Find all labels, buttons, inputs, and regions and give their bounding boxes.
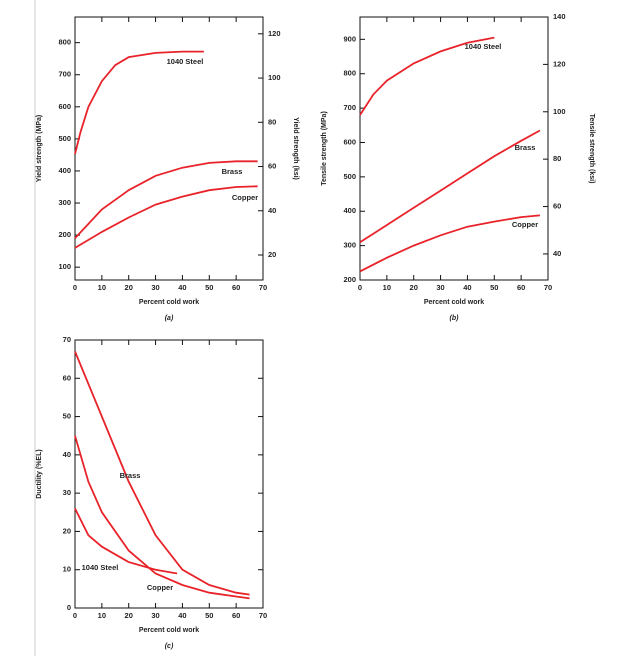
y-tick-label: 70 xyxy=(63,335,71,344)
y2-tick-label: 80 xyxy=(268,117,276,126)
x-tick-label: 0 xyxy=(73,611,77,620)
x-axis-title: Percent cold work xyxy=(424,299,484,306)
curve xyxy=(74,351,250,596)
y-tick-label: 100 xyxy=(58,262,71,271)
curve xyxy=(359,36,495,116)
x-tick-label: 60 xyxy=(517,283,525,292)
plot-frame xyxy=(74,339,264,609)
y-tick-label: 400 xyxy=(58,166,71,175)
y2-tick-label: 40 xyxy=(268,206,276,215)
x-tick-label: 10 xyxy=(98,611,106,620)
x-tick-label: 0 xyxy=(358,283,362,292)
y2-tick-label: 100 xyxy=(553,107,566,116)
y-tick-label: 0 xyxy=(67,603,71,612)
y-tick-label: 500 xyxy=(58,134,71,143)
y-tick-label: 400 xyxy=(343,206,356,215)
y2-tick-label: 60 xyxy=(268,162,276,171)
y-tick-label: 800 xyxy=(58,38,71,47)
x-tick-label: 40 xyxy=(463,283,471,292)
curve-label: Brass xyxy=(515,143,536,152)
y-tick-label: 10 xyxy=(63,565,71,574)
x-tick-label: 50 xyxy=(205,611,213,620)
x-tick-label: 40 xyxy=(178,611,186,620)
x-tick-label: 0 xyxy=(73,283,77,292)
curve-label: Copper xyxy=(232,193,258,202)
curve xyxy=(74,160,258,239)
y2-tick-label: 20 xyxy=(268,250,276,259)
caption: (c) xyxy=(165,643,174,650)
curve xyxy=(74,435,250,600)
x-tick-label: 10 xyxy=(98,283,106,292)
y-tick-label: 200 xyxy=(343,275,356,284)
curve-label: Copper xyxy=(147,583,173,592)
y-tick-label: 700 xyxy=(343,103,356,112)
plot-frame xyxy=(74,16,264,281)
y-tick-label: 300 xyxy=(58,198,71,207)
y-tick-label: 600 xyxy=(58,102,71,111)
x-tick-label: 20 xyxy=(410,283,418,292)
y-axis-title: Tensile strength (MPa) xyxy=(321,111,328,186)
curve xyxy=(74,50,204,155)
y-tick-label: 600 xyxy=(343,137,356,146)
x-tick-label: 20 xyxy=(125,283,133,292)
y2-axis-title: Yield strength (ksi) xyxy=(292,117,299,180)
x-tick-label: 50 xyxy=(205,283,213,292)
y-tick-label: 200 xyxy=(58,230,71,239)
curve-label: Copper xyxy=(512,220,538,229)
y2-tick-label: 140 xyxy=(553,12,566,21)
curve-label: Brass xyxy=(222,167,243,176)
x-tick-label: 70 xyxy=(259,283,267,292)
y2-tick-label: 80 xyxy=(553,154,561,163)
x-axis-title: Percent cold work xyxy=(139,627,199,634)
caption: (a) xyxy=(165,315,174,322)
curve xyxy=(359,214,540,273)
curve-label: 1040 Steel xyxy=(82,563,119,572)
y-tick-label: 30 xyxy=(63,488,71,497)
x-tick-label: 30 xyxy=(151,283,159,292)
curve-label: 1040 Steel xyxy=(465,42,502,51)
x-axis-title: Percent cold work xyxy=(139,299,199,306)
y-tick-label: 300 xyxy=(343,241,356,250)
curve xyxy=(359,129,541,243)
y2-tick-label: 120 xyxy=(268,29,281,38)
y2-tick-label: 40 xyxy=(553,249,561,258)
y-tick-label: 40 xyxy=(63,450,71,459)
curve-label: 1040 Steel xyxy=(167,57,204,66)
y2-tick-label: 100 xyxy=(268,73,281,82)
y2-tick-label: 120 xyxy=(553,59,566,68)
x-tick-label: 10 xyxy=(383,283,391,292)
x-tick-label: 60 xyxy=(232,283,240,292)
y-tick-label: 50 xyxy=(63,412,71,421)
y-tick-label: 900 xyxy=(343,34,356,43)
x-tick-label: 20 xyxy=(125,611,133,620)
y-tick-label: 60 xyxy=(63,373,71,382)
x-tick-label: 30 xyxy=(436,283,444,292)
x-tick-label: 50 xyxy=(490,283,498,292)
curve-label: Brass xyxy=(120,471,141,480)
y-tick-label: 700 xyxy=(58,70,71,79)
y2-axis-title: Tensile strength (ksi) xyxy=(588,114,595,184)
x-tick-label: 70 xyxy=(544,283,552,292)
x-tick-label: 40 xyxy=(178,283,186,292)
y2-tick-label: 60 xyxy=(553,202,561,211)
x-tick-label: 70 xyxy=(259,611,267,620)
y-tick-label: 500 xyxy=(343,172,356,181)
x-tick-label: 30 xyxy=(151,611,159,620)
curve xyxy=(74,508,178,575)
plot-frame xyxy=(359,16,549,281)
y-axis-title: Yield strength (MPa) xyxy=(36,115,43,182)
x-tick-label: 60 xyxy=(232,611,240,620)
y-axis-title: Ductility (%EL) xyxy=(36,449,43,498)
caption: (b) xyxy=(450,315,460,322)
y-tick-label: 20 xyxy=(63,526,71,535)
curve xyxy=(74,185,258,249)
y-tick-label: 800 xyxy=(343,69,356,78)
